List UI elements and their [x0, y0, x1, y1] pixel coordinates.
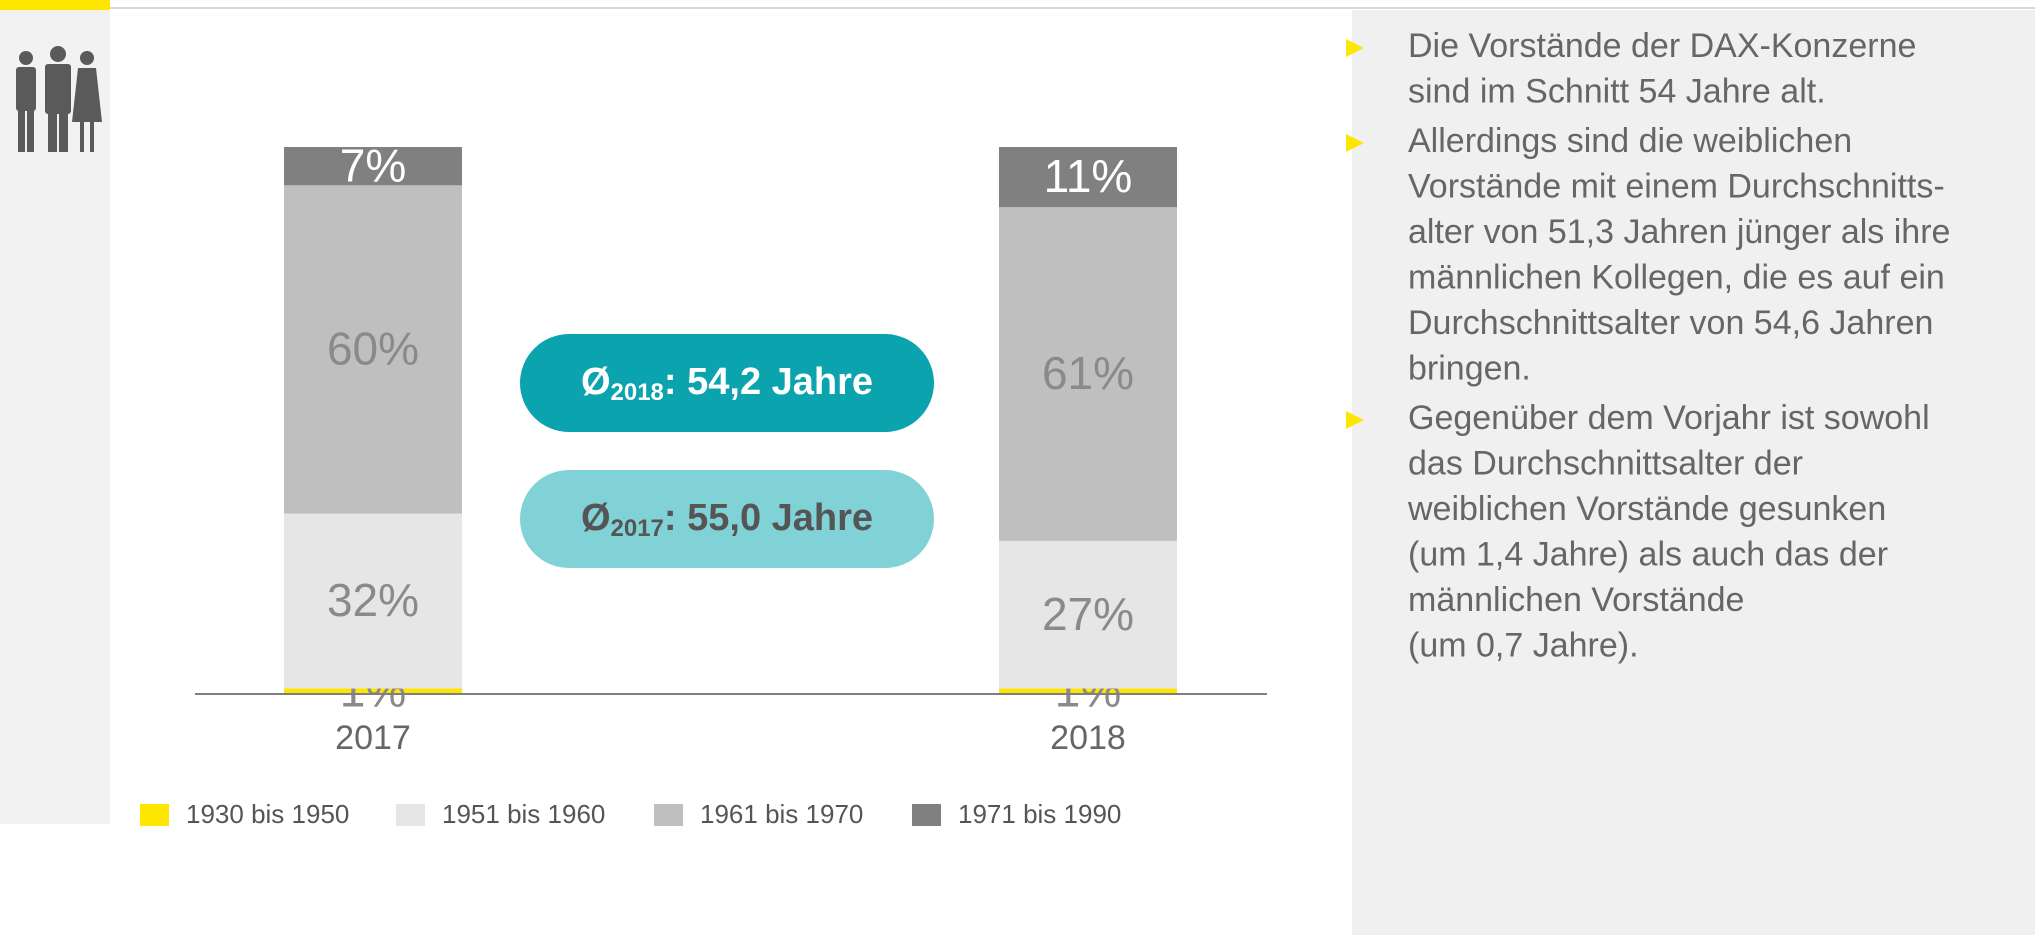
value-label: 7%: [340, 139, 406, 191]
note-line: alter von 51,3 Jahren jünger als ihre: [1408, 213, 1950, 251]
note-line: männlichen Vorstände: [1408, 581, 1744, 619]
bar-segment: [999, 540, 1177, 689]
average-text: Ø2018: 54,2 Jahre: [581, 361, 873, 406]
legend-label: 1961 bis 1970: [700, 799, 863, 829]
value-label: 32%: [327, 574, 419, 626]
average-value: : 55,0 Jahre: [664, 497, 873, 539]
legend-label: 1951 bis 1960: [442, 799, 605, 829]
average-year: 2017: [611, 515, 664, 542]
average-badge: [520, 334, 934, 432]
bar-segment: [999, 207, 1177, 541]
bullet-marker: [1346, 411, 1364, 429]
note-line: sind im Schnitt 54 Jahre alt.: [1408, 72, 1826, 110]
legend-swatch: [912, 804, 941, 826]
note-line: (um 0,7 Jahre).: [1408, 626, 1639, 664]
bar-segment: [284, 688, 462, 694]
note-line: weiblichen Vorstände gesunken: [1407, 490, 1886, 528]
people-icon: [16, 46, 102, 152]
note-line: Durchschnittsalter von 54,6 Jahren: [1408, 304, 1933, 342]
value-label: 60%: [327, 323, 419, 375]
x-tick-label: 2018: [1050, 719, 1126, 757]
bullet-marker: [1346, 134, 1364, 152]
note-line: das Durchschnittsalter der: [1408, 444, 1803, 482]
value-label: 27%: [1042, 588, 1134, 640]
note-line: männlichen Kollegen, die es auf ein: [1408, 258, 1945, 296]
note-line: Allerdings sind die weiblichen: [1408, 122, 1852, 160]
average-year: 2018: [611, 379, 664, 406]
legend-swatch: [140, 804, 169, 826]
bar-segment: [284, 185, 462, 514]
x-tick-label: 2017: [335, 719, 411, 757]
average-badge: [520, 470, 934, 568]
value-label: 11%: [1044, 150, 1133, 202]
note-line: Vorstände mit einem Durchschnitts-: [1408, 167, 1945, 205]
bar-segment: [999, 688, 1177, 694]
value-label: 61%: [1042, 347, 1134, 399]
notes-panel: [1352, 10, 2035, 935]
legend-label: 1971 bis 1990: [958, 799, 1121, 829]
legend-label: 1930 bis 1950: [186, 799, 349, 829]
note-line: Gegenüber dem Vorjahr ist sowohl: [1408, 399, 1930, 437]
note-line: bringen.: [1408, 349, 1531, 387]
accent-bar: [0, 0, 110, 10]
bar-segment: [284, 147, 462, 186]
legend-swatch: [654, 804, 683, 826]
bar-segment: [284, 513, 462, 689]
bar-segment: [999, 147, 1177, 208]
average-value: : 54,2 Jahre: [664, 361, 873, 403]
average-text: Ø2017: 55,0 Jahre: [581, 497, 873, 542]
average-symbol: Ø: [581, 361, 611, 403]
note-line: (um 1,4 Jahre) als auch das der: [1408, 535, 1888, 573]
bullet-marker: [1346, 39, 1364, 57]
legend-swatch: [396, 804, 425, 826]
average-symbol: Ø: [581, 497, 611, 539]
note-line: Die Vorstände der DAX-Konzerne: [1408, 27, 1916, 65]
